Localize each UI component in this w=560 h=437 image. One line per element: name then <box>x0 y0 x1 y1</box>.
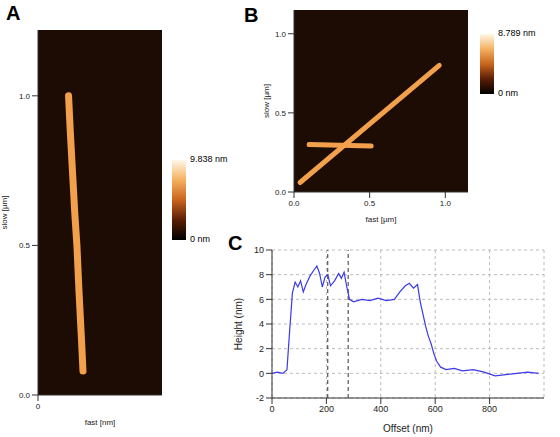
svg-text:Offset (nm): Offset (nm) <box>383 423 433 434</box>
svg-text:10: 10 <box>254 245 264 255</box>
html-text:9.838 nm: 9.838 nm <box>190 154 228 164</box>
svg-text:0.5: 0.5 <box>275 109 287 118</box>
svg-text:0.0: 0.0 <box>288 199 300 208</box>
svg-text:200: 200 <box>319 404 334 414</box>
svg-text:slow [µm]: slow [µm] <box>262 84 271 118</box>
html-text:0 nm: 0 nm <box>190 234 210 244</box>
svg-text:1.0: 1.0 <box>19 92 31 101</box>
svg-text:0.0: 0.0 <box>275 188 287 197</box>
svg-text:400: 400 <box>373 404 388 414</box>
svg-text:fast [nm]: fast [nm] <box>85 418 116 427</box>
svg-text:fast [µm]: fast [µm] <box>366 215 397 224</box>
svg-text:1.0: 1.0 <box>440 199 452 208</box>
svg-text:0.5: 0.5 <box>364 199 376 208</box>
svg-text:800: 800 <box>482 404 497 414</box>
svg-text:4: 4 <box>259 319 264 329</box>
svg-text:6: 6 <box>259 295 264 305</box>
html-text:B: B <box>244 4 259 26</box>
svg-text:0: 0 <box>36 402 41 411</box>
html-text:0 nm: 0 nm <box>498 88 518 98</box>
svg-text:8: 8 <box>259 270 264 280</box>
html-text:C: C <box>228 232 243 254</box>
svg-text:slow [µm]: slow [µm] <box>0 196 9 230</box>
svg-text:1.0: 1.0 <box>275 30 287 39</box>
svg-text:0.0: 0.0 <box>19 391 31 400</box>
svg-text:0: 0 <box>259 369 264 379</box>
html-text:A: A <box>6 2 21 24</box>
svg-text:600: 600 <box>428 404 443 414</box>
svg-text:0.5: 0.5 <box>19 241 31 250</box>
svg-text:0: 0 <box>269 404 274 414</box>
svg-text:Height (nm): Height (nm) <box>233 298 244 350</box>
svg-text:2: 2 <box>259 344 264 354</box>
html-text:8.789 nm: 8.789 nm <box>498 28 536 38</box>
svg-text:-2: -2 <box>256 393 264 403</box>
